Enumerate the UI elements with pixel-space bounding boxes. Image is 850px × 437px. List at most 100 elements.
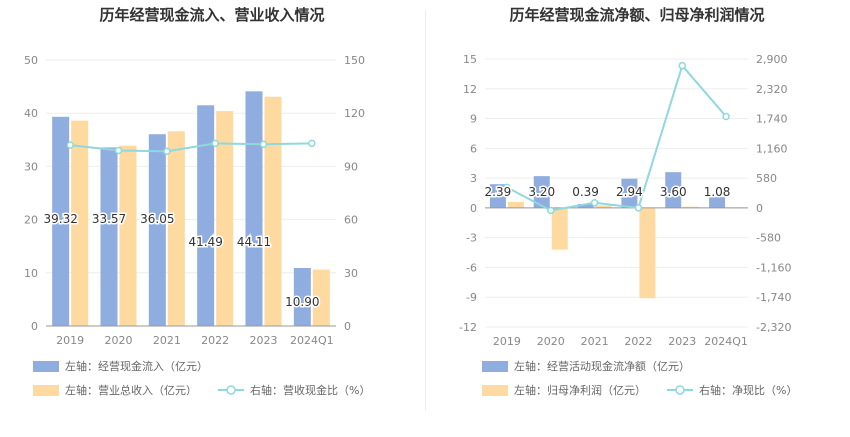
left-tick-label: 30 (24, 160, 38, 173)
bar (312, 269, 330, 326)
left-tick-label: -9 (466, 291, 477, 304)
line-point (722, 112, 730, 121)
right-tick-label: 30 (344, 267, 358, 280)
bar (621, 178, 638, 208)
left-tick-label: -3 (466, 232, 477, 245)
x-tick-label: 2022 (201, 334, 229, 347)
data-label: 3.60 (660, 185, 687, 199)
left-tick-label: 3 (470, 172, 477, 185)
x-tick-label: 2024Q1 (290, 334, 334, 347)
right-tick-label: 90 (344, 160, 358, 173)
right-tick-label: 60 (344, 214, 358, 227)
bar (264, 96, 282, 326)
legend-swatch (33, 385, 59, 396)
line-point (503, 183, 511, 192)
x-tick-label: 2019 (493, 335, 521, 348)
line-point (66, 141, 74, 149)
chart-title: 历年经营现金流入、营业收入情况 (99, 6, 324, 24)
bar (489, 184, 506, 208)
x-tick-label: 2023 (250, 334, 278, 347)
data-label: 41.49 (188, 235, 222, 249)
bar (551, 207, 568, 250)
right-tick-label: 120 (344, 107, 365, 120)
legend-line-marker (226, 385, 236, 395)
line-point (634, 204, 643, 212)
legend-swatch (482, 361, 508, 372)
bar (507, 201, 524, 208)
right-tick-label: 2,900 (756, 53, 788, 66)
left-tick-label: 0 (31, 320, 38, 333)
bar (577, 204, 594, 208)
data-label: 36.05 (140, 212, 174, 226)
bar (71, 120, 89, 326)
x-tick-label: 2023 (668, 335, 696, 348)
left-tick-label: 15 (463, 53, 477, 66)
right-tick-label: -2,320 (756, 321, 791, 334)
legend-label: 左轴：经营活动现金流净额（亿元） (514, 359, 690, 373)
legend-label: 左轴：经营现金流入（亿元） (65, 359, 208, 373)
bar (245, 91, 263, 326)
left-tick-label: -6 (466, 261, 477, 274)
line-point (308, 139, 316, 148)
legend-swatch (33, 361, 59, 372)
line-point (163, 147, 171, 156)
right-tick-label: 2,320 (756, 83, 788, 96)
right-tick-label: -580 (756, 232, 781, 245)
right-tick-label: 580 (756, 172, 777, 185)
divider (425, 10, 426, 410)
chart-cash-inflow-revenue: 历年经营现金流入、营业收入情况 0 10 20 30 40 50 0 30 60 90 120 150 2… (24, 6, 370, 397)
left-tick-label: 20 (24, 214, 38, 227)
data-label: 2.39 (485, 185, 512, 199)
left-tick-label: 40 (24, 107, 38, 120)
bar (148, 134, 166, 326)
legend-label: 右轴：营收现金比（%） (250, 383, 370, 397)
data-label: 0.39 (572, 185, 599, 199)
data-label: 10.90 (285, 295, 319, 309)
bar (167, 131, 185, 326)
line-point (590, 199, 599, 207)
bar (197, 105, 215, 327)
left-tick-label: 0 (470, 202, 477, 215)
bar (293, 268, 311, 326)
x-tick-label: 2022 (624, 335, 652, 348)
x-tick-label: 2020 (105, 334, 133, 347)
data-label: 39.32 (43, 212, 77, 226)
bar (533, 176, 550, 208)
bar (665, 172, 682, 208)
bar (639, 207, 656, 299)
bar (216, 111, 234, 327)
x-tick-label: 2021 (581, 335, 609, 348)
left-tick-label: 50 (24, 54, 38, 67)
x-tick-label: 2020 (537, 335, 565, 348)
line-point (114, 146, 123, 155)
series-line (70, 142, 312, 153)
legend-swatch (482, 385, 508, 396)
right-tick-label: -1,160 (756, 261, 791, 274)
line-point (678, 61, 686, 70)
left-tick-label: 9 (470, 113, 477, 126)
line-point (259, 140, 268, 148)
data-label: 3.20 (528, 185, 555, 199)
data-label: 44.11 (237, 235, 271, 249)
x-tick-label: 2021 (153, 334, 181, 347)
bar (100, 147, 118, 326)
legend-line-marker (675, 385, 685, 395)
chart-title: 历年经营现金流净额、归母净利润情况 (509, 6, 764, 24)
left-tick-label: 6 (470, 142, 477, 155)
bar (52, 116, 70, 326)
right-tick-label: 0 (344, 320, 351, 333)
data-label: 2.94 (616, 185, 643, 199)
legend-label: 左轴：营业总收入（亿元） (65, 383, 197, 397)
left-tick-label: 12 (463, 83, 477, 96)
line-point (547, 206, 555, 215)
right-tick-label: 0 (756, 202, 763, 215)
bar (595, 205, 612, 208)
bar (119, 145, 137, 326)
legend-label: 左轴：归母净利润（亿元） (514, 383, 646, 397)
bar (709, 197, 726, 208)
legend-label: 右轴：净现比（%） (699, 383, 797, 397)
left-tick-label: 10 (24, 267, 38, 280)
left-tick-label: -12 (459, 321, 477, 334)
right-tick-label: 1,740 (756, 113, 788, 126)
